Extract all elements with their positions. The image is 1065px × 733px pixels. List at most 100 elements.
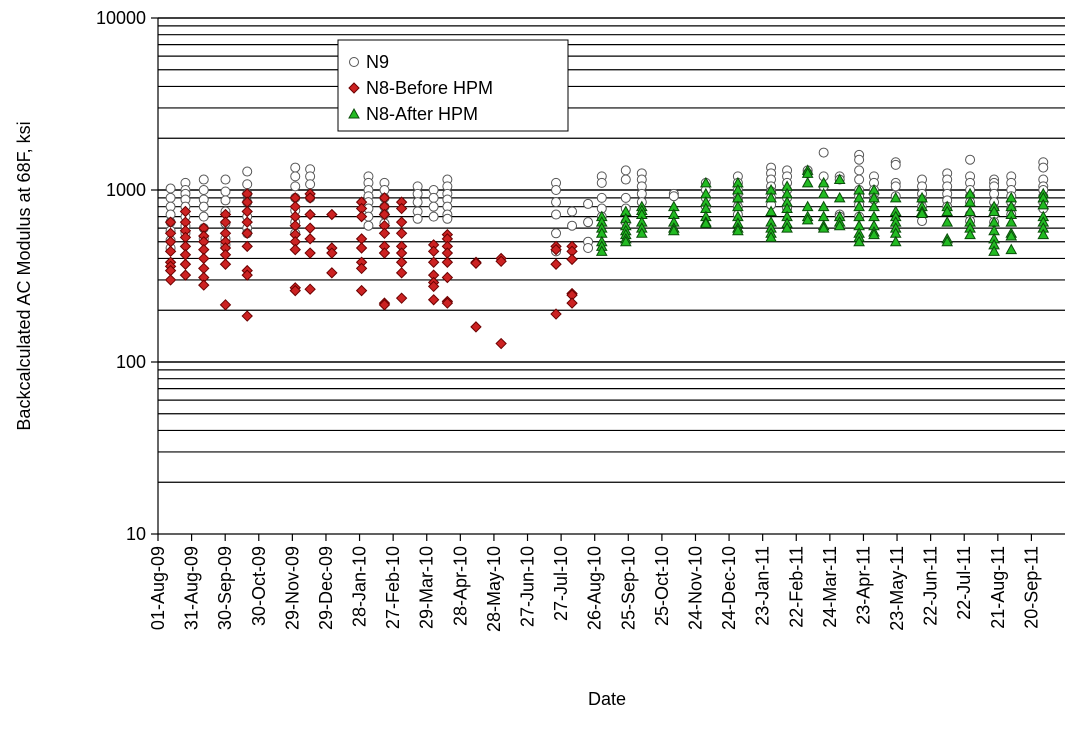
y-tick-label-0: 10 (126, 524, 146, 544)
point-2-101 (941, 235, 954, 247)
series-2 (595, 164, 1050, 256)
legend-label-1: N8-Before HPM (366, 78, 493, 98)
x-axis-title: Date (588, 689, 626, 709)
point-1-63 (355, 210, 368, 223)
gridlines (158, 17, 1065, 483)
point-2-70 (833, 219, 846, 231)
point-0-195 (1038, 162, 1049, 173)
point-2-109 (988, 205, 1000, 216)
point-1-36 (241, 227, 253, 240)
y-tick-label-1: 100 (116, 352, 146, 372)
point-1-52 (304, 208, 316, 221)
point-2-19 (635, 227, 648, 238)
point-2-31 (700, 217, 712, 228)
point-2-65 (817, 222, 830, 233)
legend-label-2: N8-After HPM (366, 104, 478, 124)
point-1-80 (395, 216, 408, 228)
axes (151, 17, 1065, 541)
point-0-64 (412, 197, 423, 208)
point-0-142 (854, 154, 865, 165)
point-1-92 (427, 280, 440, 293)
point-0-63 (412, 188, 423, 199)
point-1-59 (326, 247, 338, 259)
point-1-117 (566, 297, 578, 309)
point-0-87 (583, 217, 594, 228)
x-tick-label-14: 25-Sep-10 (618, 546, 638, 630)
point-2-99 (941, 216, 954, 227)
legend: N9 N8-Before HPM N8-After HPM (337, 39, 569, 132)
point-0-55 (363, 220, 374, 231)
point-1-77 (378, 299, 391, 311)
point-0-19 (198, 201, 209, 212)
point-0-81 (551, 209, 562, 220)
point-1-68 (355, 284, 368, 297)
y-tick-label-2: 1000 (106, 180, 146, 200)
point-0-80 (551, 197, 562, 208)
point-1-73 (378, 227, 391, 240)
point-2-124 (1037, 198, 1050, 210)
point-2-60 (817, 176, 830, 188)
point-0-70 (428, 211, 439, 222)
point-1-47 (289, 243, 301, 256)
point-0-0 (165, 183, 176, 194)
x-tick-label-7: 27-Feb-10 (383, 546, 403, 629)
point-1-40 (241, 310, 253, 322)
x-tick-label-12: 27-Jul-10 (551, 546, 571, 621)
x-tick-label-2: 30-Sep-09 (215, 546, 235, 630)
point-1-98 (441, 256, 454, 268)
x-tick-label-5: 29-Dec-09 (316, 546, 336, 630)
point-0-68 (428, 192, 439, 203)
point-0-134 (818, 147, 829, 158)
point-0-30 (242, 166, 253, 177)
point-1-37 (241, 240, 253, 253)
x-tick-label-1: 31-Aug-09 (182, 546, 202, 630)
point-1-103 (470, 257, 482, 269)
point-2-121 (1005, 243, 1018, 255)
point-1-104 (470, 321, 482, 333)
point-2-107 (964, 228, 976, 240)
x-tick-label-8: 29-Mar-10 (417, 546, 437, 629)
point-2-114 (988, 245, 1000, 256)
point-0-1 (165, 192, 176, 203)
point-0-17 (198, 185, 209, 195)
point-2-104 (964, 205, 976, 216)
point-2-96 (916, 207, 928, 219)
point-0-39 (290, 181, 301, 192)
x-tick-label-25: 21-Aug-11 (988, 546, 1008, 629)
point-1-7 (164, 274, 177, 286)
point-0-24 (220, 186, 231, 197)
point-2-66 (833, 173, 846, 185)
point-1-57 (326, 208, 338, 221)
legend-marker-1 (348, 82, 360, 94)
x-tick-label-10: 28-May-10 (484, 546, 504, 632)
point-1-110 (550, 258, 562, 270)
point-2-59 (801, 213, 814, 225)
point-0-79 (551, 185, 562, 195)
point-2-128 (1037, 228, 1050, 240)
point-1-111 (550, 308, 562, 320)
point-1-81 (395, 227, 408, 240)
point-2-67 (833, 191, 846, 203)
series-1 (164, 188, 578, 350)
point-1-55 (304, 247, 316, 259)
point-1-0 (164, 216, 177, 228)
point-0-86 (583, 198, 594, 209)
x-tick-label-26: 20-Sep-11 (1021, 546, 1041, 629)
point-0-92 (596, 192, 607, 203)
point-2-78 (853, 235, 865, 247)
point-1-25 (219, 216, 232, 228)
point-0-66 (412, 213, 423, 224)
point-1-31 (219, 299, 232, 311)
point-0-106 (668, 191, 679, 202)
point-0-16 (198, 174, 209, 185)
point-0-23 (220, 174, 231, 185)
x-tick-label-23: 22-Jun-11 (921, 546, 941, 626)
legend-label-0: N9 (366, 52, 389, 72)
legend-box (337, 39, 569, 132)
point-0-155 (890, 159, 901, 170)
point-0-31 (242, 179, 253, 190)
y-axis-title: Backcalculated AC Modulus at 68F, ksi (14, 121, 34, 430)
point-1-23 (198, 279, 210, 291)
point-0-25 (220, 195, 231, 206)
